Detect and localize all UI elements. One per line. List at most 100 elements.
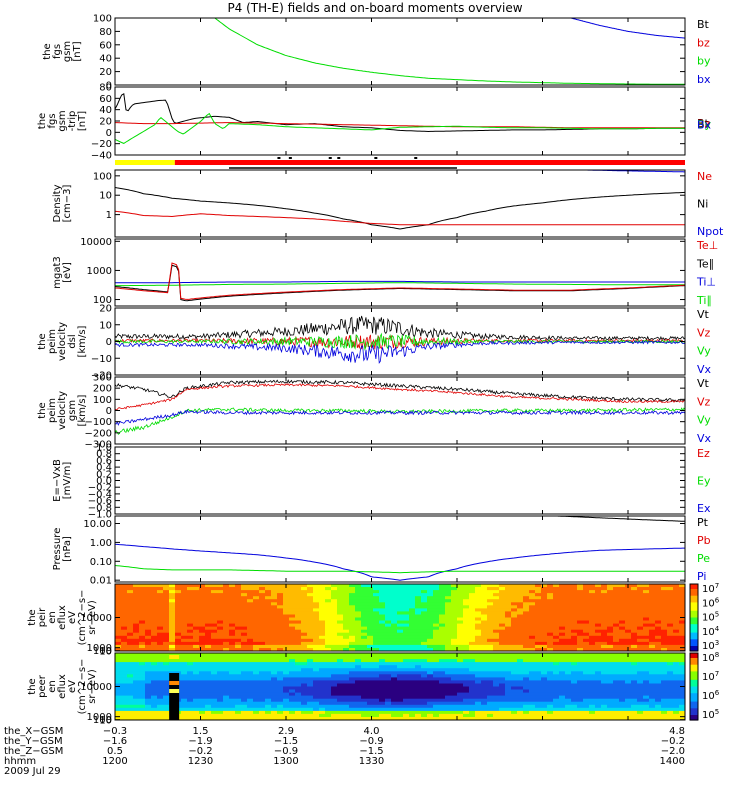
spectrogram-cell bbox=[355, 680, 362, 684]
spectrogram-cell bbox=[649, 695, 656, 700]
spectrogram-cell bbox=[445, 668, 452, 672]
colorbar-cell bbox=[690, 653, 698, 656]
spectrogram-cell bbox=[631, 605, 638, 609]
spectrogram-cell bbox=[481, 671, 488, 675]
x-row-value: 1200 bbox=[102, 756, 127, 767]
spectrogram-cell bbox=[589, 686, 596, 691]
colorbar-cell bbox=[690, 683, 698, 686]
spectrogram-cell bbox=[331, 644, 338, 649]
spectrogram-cell bbox=[397, 671, 404, 675]
legend-efield-item: Ey bbox=[697, 475, 711, 488]
spectrogram-cell bbox=[349, 590, 356, 594]
spectrogram-cell bbox=[673, 605, 680, 609]
spectrogram-cell bbox=[115, 584, 122, 588]
spectrogram-cell bbox=[115, 617, 122, 622]
spectrogram-cell bbox=[655, 648, 662, 651]
spectrogram-cell bbox=[415, 668, 422, 672]
spectrogram-cell bbox=[571, 638, 578, 643]
spectrogram-cell bbox=[349, 704, 356, 709]
spectrogram-cell bbox=[487, 701, 494, 706]
spectrogram-cell bbox=[307, 614, 314, 619]
spectrogram-cell bbox=[223, 632, 230, 637]
spectrogram-cell bbox=[289, 644, 296, 649]
spectrogram-cell bbox=[151, 717, 158, 720]
spectrogram-cell bbox=[409, 605, 416, 609]
spectrogram-cell bbox=[325, 692, 332, 697]
spectrogram-cell bbox=[229, 677, 236, 681]
spectrogram-cell bbox=[481, 656, 488, 660]
spectrogram-cell bbox=[415, 656, 422, 660]
spectrogram-cell bbox=[517, 584, 524, 588]
spectrogram-cell bbox=[343, 644, 350, 649]
spectrogram-cell bbox=[397, 683, 404, 688]
spectrogram-cell bbox=[289, 605, 296, 609]
y-tick-label: −0.8 bbox=[88, 503, 112, 514]
spectrogram-cell bbox=[229, 662, 236, 666]
spectrogram-cell bbox=[601, 656, 608, 660]
spectrogram-cell bbox=[127, 593, 134, 597]
spectrogram-cell bbox=[181, 707, 188, 712]
spectrogram-cell bbox=[157, 605, 164, 609]
spectrogram-cell bbox=[487, 698, 494, 703]
spectrogram-cell bbox=[343, 680, 350, 684]
spectrogram-cell bbox=[391, 710, 398, 715]
spectrogram-cell bbox=[289, 662, 296, 666]
colorbar-cell bbox=[690, 691, 698, 694]
spectrogram-cell bbox=[583, 602, 590, 606]
spectrogram-cell bbox=[421, 689, 428, 694]
spectrogram-cell bbox=[379, 648, 386, 651]
x-row-label: the_Y−GSM bbox=[4, 736, 63, 747]
spectrogram-cell bbox=[637, 680, 644, 684]
spectrogram-cell bbox=[673, 689, 680, 694]
spectrogram-cell bbox=[367, 698, 374, 703]
spectrogram-cell bbox=[463, 617, 470, 622]
spectrogram-cell bbox=[259, 698, 266, 703]
spectrogram-cell bbox=[385, 593, 392, 597]
spectrogram-cell bbox=[259, 638, 266, 643]
spectrogram-cell bbox=[127, 653, 134, 657]
spectrogram-cell bbox=[595, 626, 602, 631]
spectrogram-cell bbox=[643, 662, 650, 666]
spectrogram-cell bbox=[673, 665, 680, 669]
spectrogram-cell bbox=[619, 717, 626, 720]
colorbar-label: 105 bbox=[702, 611, 719, 624]
spectrogram-cell bbox=[121, 689, 128, 694]
spectrogram-cell bbox=[373, 713, 380, 718]
spectrogram-cell bbox=[181, 590, 188, 594]
spectrogram-cell bbox=[427, 599, 434, 603]
spectrogram-cell bbox=[343, 692, 350, 697]
spectrogram-cell bbox=[493, 677, 500, 681]
spectrogram-cell bbox=[223, 713, 230, 718]
spectrogram-cell bbox=[553, 596, 560, 600]
spectrogram-cell bbox=[469, 677, 476, 681]
spectrogram-cell bbox=[523, 717, 530, 720]
spectrogram-cell bbox=[193, 641, 200, 646]
spectrogram-cell bbox=[127, 596, 134, 600]
spectrogram-cell bbox=[571, 584, 578, 588]
spectrogram-cell bbox=[601, 623, 608, 628]
spectrogram-cell bbox=[511, 590, 518, 594]
spectrogram-cell bbox=[457, 671, 464, 675]
spectrogram-cell bbox=[367, 668, 374, 672]
spectrogram-cell bbox=[547, 608, 554, 612]
spectrogram-cell bbox=[157, 626, 164, 631]
spectrogram-cell bbox=[211, 668, 218, 672]
spectrogram-cell bbox=[457, 638, 464, 643]
spectrogram-cell bbox=[373, 620, 380, 625]
spectrogram-cell bbox=[337, 689, 344, 694]
spectrogram-cell bbox=[151, 648, 158, 651]
spectrogram-cell bbox=[505, 689, 512, 694]
spectrogram-cell bbox=[409, 656, 416, 660]
spectrogram-cell bbox=[139, 656, 146, 660]
panel-velocity-perm-ylabel: thepeimvelocitydsl[km/s] bbox=[37, 322, 88, 361]
spectrogram-cell bbox=[223, 641, 230, 646]
spectrogram-cell bbox=[193, 617, 200, 622]
spectrogram-cell bbox=[445, 689, 452, 694]
spectrogram-cell bbox=[199, 623, 206, 628]
spectrogram-cell bbox=[205, 623, 212, 628]
spectrogram-cell bbox=[619, 638, 626, 643]
spectrogram-cell bbox=[205, 704, 212, 709]
spectrogram-cell bbox=[553, 590, 560, 594]
spectrogram-cell bbox=[169, 626, 176, 631]
spectrogram-cell bbox=[235, 599, 242, 603]
